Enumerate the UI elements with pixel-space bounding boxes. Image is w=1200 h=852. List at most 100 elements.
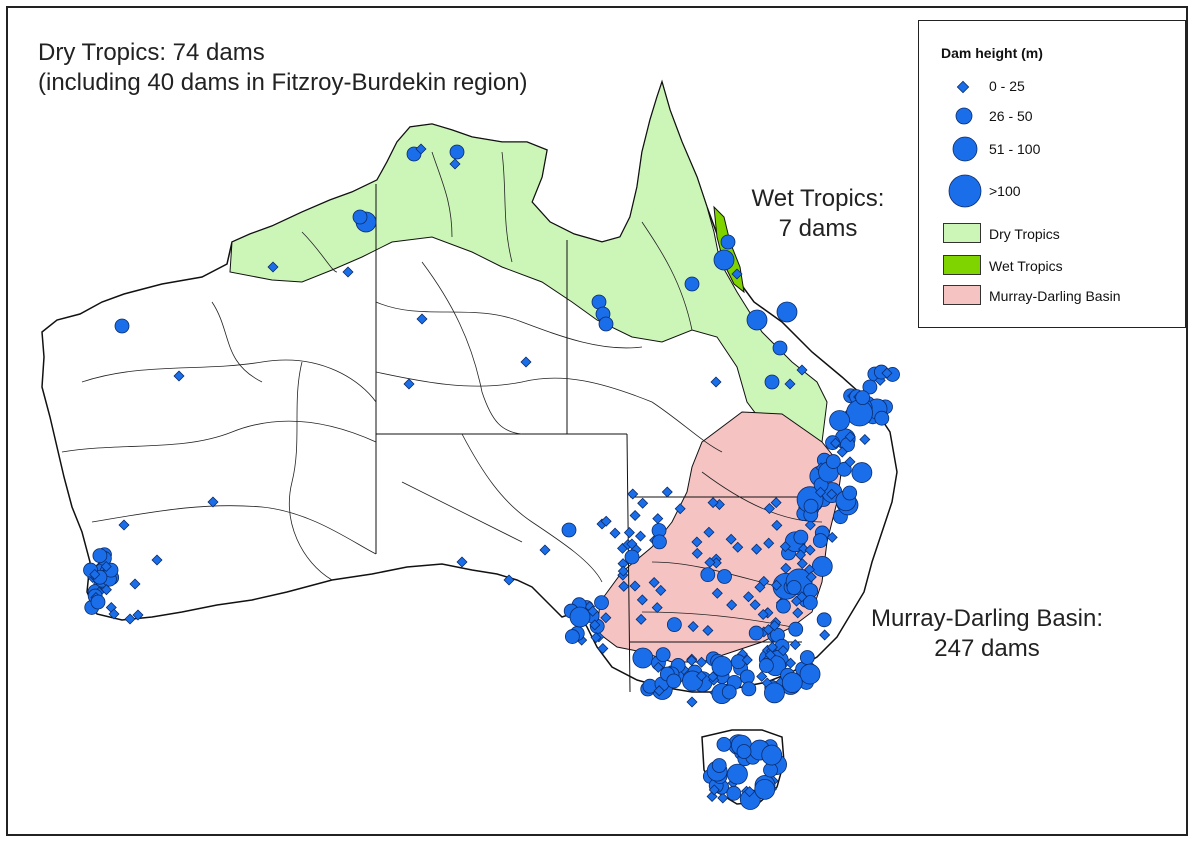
dam-marker: [763, 537, 775, 549]
dam-marker: [804, 544, 816, 556]
dam-marker: [836, 446, 848, 458]
legend-size-label: 0 - 25: [989, 78, 1025, 94]
dam-marker: [788, 621, 804, 637]
dam-marker: [702, 624, 714, 637]
dam-marker: [844, 456, 856, 468]
dam-marker: [720, 234, 736, 250]
dam-marker: [666, 673, 682, 689]
dam-marker: [842, 485, 858, 501]
dam-marker: [796, 364, 808, 376]
dam-marker: [89, 568, 101, 580]
wet-tropics-annotation: Wet Tropics: 7 dams: [748, 184, 888, 244]
dam-marker: [804, 564, 816, 576]
dam-marker: [267, 261, 279, 273]
dam-marker: [342, 266, 354, 278]
dam-marker: [796, 591, 808, 603]
dam-marker: [855, 390, 871, 406]
wet-tropics-swatch: [943, 255, 981, 275]
dam-marker: [826, 488, 838, 500]
dam-marker: [617, 558, 629, 570]
dam-marker: [812, 533, 828, 548]
dam-marker: [758, 658, 774, 673]
basin-boundaries: [61, 151, 823, 628]
dam-marker: [637, 497, 649, 509]
dam-marker: [652, 661, 664, 673]
dam-marker: [703, 526, 715, 538]
dry-tropics-count-label: Dry Tropics: 74 dams: [38, 39, 265, 66]
dam-marker: [819, 629, 831, 641]
dam-marker: [777, 645, 789, 657]
dam-marker: [124, 613, 136, 625]
dam-marker: [766, 641, 778, 653]
map-legend: Dam height (m) 0 - 25 26 - 50 51 - 100 >…: [918, 20, 1186, 328]
australia-dams-map: [41, 79, 900, 810]
dam-marker: [594, 595, 609, 611]
dam-marker: [826, 531, 838, 543]
dam-marker: [655, 584, 667, 596]
dam-marker: [173, 370, 185, 382]
dam-marker: [763, 503, 775, 515]
dam-marker: [781, 672, 803, 693]
dam-marker: [830, 437, 842, 449]
dam-marker: [403, 378, 415, 390]
dam-marker: [710, 557, 722, 569]
dam-marker: [561, 522, 577, 538]
dam-size-medium-icon: [955, 107, 973, 125]
legend-size-over-100: >100: [919, 174, 1187, 208]
dam-marker: [741, 681, 757, 697]
dam-marker: [799, 650, 815, 665]
dam-marker: [754, 778, 776, 800]
dam-marker: [652, 513, 664, 525]
legend-title: Dam height (m): [941, 45, 1043, 61]
murray-darling-label: Murray-Darling Basin:: [870, 605, 1104, 632]
dam-marker: [784, 378, 796, 390]
dam-marker: [456, 556, 468, 568]
dam-marker: [653, 685, 665, 697]
dam-marker: [764, 374, 780, 390]
dam-marker: [449, 144, 465, 160]
dam-marker: [90, 594, 106, 610]
murray-darling-swatch: [943, 285, 981, 305]
dam-marker: [756, 671, 768, 683]
dam-marker: [700, 567, 716, 583]
dam-marker: [207, 496, 219, 508]
dam-marker: [695, 670, 708, 682]
dam-marker: [674, 503, 686, 515]
dam-marker: [802, 595, 818, 610]
legend-size-label: >100: [989, 183, 1021, 199]
dam-marker: [624, 549, 640, 565]
dam-marker: [590, 632, 602, 644]
dam-marker: [744, 786, 756, 798]
dam-marker: [757, 609, 769, 621]
dam-marker: [805, 571, 817, 583]
dam-marker: [635, 613, 647, 625]
dam-marker: [686, 696, 698, 708]
dam-marker: [836, 461, 852, 477]
legend-size-26-50: 26 - 50: [919, 103, 1187, 131]
dam-marker: [844, 431, 856, 443]
dam-marker: [776, 301, 798, 323]
dam-marker: [132, 609, 144, 621]
dam-marker: [711, 587, 723, 599]
dam-marker: [569, 606, 591, 628]
dam-marker: [711, 758, 727, 773]
dam-marker: [632, 647, 654, 669]
dam-marker: [764, 649, 776, 661]
dam-marker: [780, 562, 792, 574]
legend-region-dry-tropics: Dry Tropics: [919, 221, 1187, 249]
dam-marker: [786, 580, 802, 595]
dam-marker: [742, 591, 755, 603]
dam-marker: [748, 625, 764, 641]
legend-size-0-25: 0 - 25: [919, 73, 1187, 101]
dam-marker: [721, 684, 737, 700]
dam-marker: [771, 519, 783, 531]
dam-marker: [108, 608, 120, 620]
dry-tropics-annotation: Dry Tropics: 74 dams (including 40 dams …: [38, 38, 528, 98]
dam-marker: [769, 620, 781, 632]
wet-tropics-label: Wet Tropics:: [751, 185, 885, 212]
dam-marker: [772, 340, 788, 356]
dam-marker: [736, 744, 752, 759]
legend-size-label: 26 - 50: [989, 108, 1033, 124]
dam-marker: [617, 565, 629, 577]
dam-marker: [655, 647, 671, 663]
